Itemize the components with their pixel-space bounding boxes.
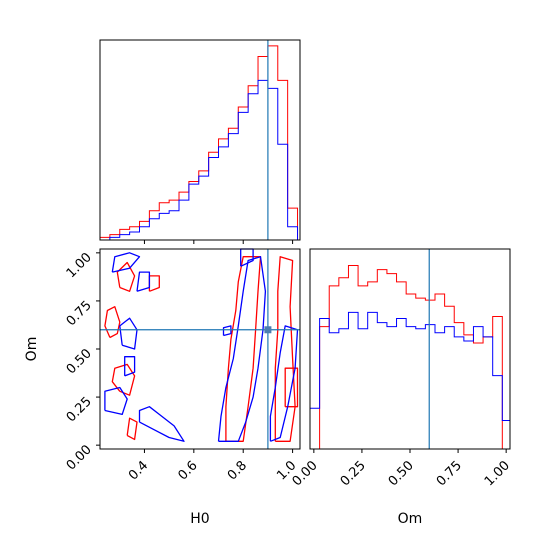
contour-s0-0 (104, 306, 121, 339)
contour-s0-1 (111, 363, 136, 396)
x-axis-label-h0: H0 (190, 511, 209, 527)
contour-s1-2 (104, 386, 128, 416)
contour-s0-6 (274, 256, 296, 442)
h0-marginal-histogram (99, 39, 301, 244)
contour-s1-7 (269, 325, 299, 442)
truth-marker (264, 326, 272, 334)
x-axis-label-om: Om (398, 511, 423, 527)
contour-s1-3 (124, 356, 136, 377)
contour-s1-1 (119, 317, 138, 350)
contour-s1-6 (217, 256, 267, 442)
contour-s0-2 (116, 261, 136, 292)
contour-s0-5 (225, 256, 262, 442)
om-hist-series-1 (309, 311, 511, 449)
contour-s1-4 (138, 406, 185, 442)
contour-s0-7 (284, 367, 299, 408)
h0-hist-xticks (143, 240, 294, 244)
y-axis-label-om: Om (24, 337, 40, 362)
om-hist-series-0 (310, 265, 510, 450)
contour-s0-3 (126, 417, 138, 441)
contour-s1-5 (136, 271, 151, 292)
h0-hist-frame (99, 39, 301, 241)
contour-s1-0 (111, 252, 141, 273)
